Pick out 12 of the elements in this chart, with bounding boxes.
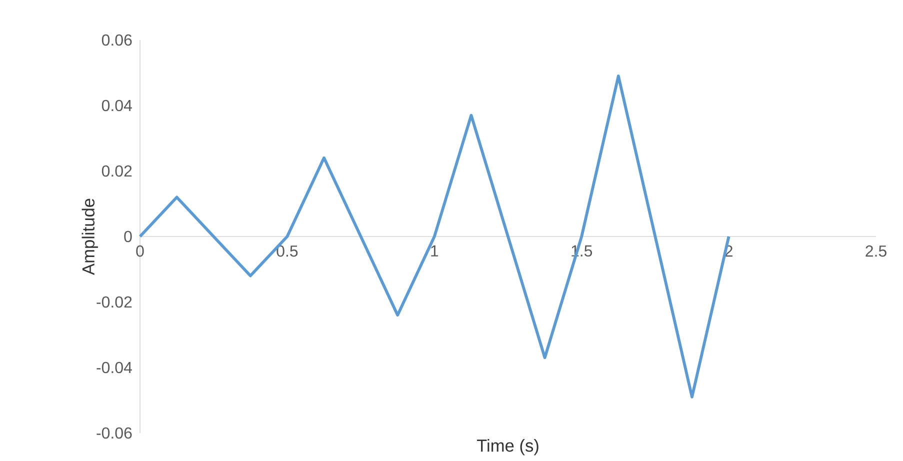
x-axis-title: Time (s) (476, 439, 538, 456)
y-tick-label: -0.06 (96, 427, 132, 439)
y-tick-label: 0 (124, 230, 132, 242)
x-tick-label: 0 (136, 245, 144, 257)
x-tick-label: 1 (431, 245, 438, 256)
y-tick-label: -0.02 (96, 296, 132, 308)
y-tick-label: -0.04 (96, 362, 132, 374)
y-tick-label: 0.02 (102, 165, 132, 177)
y-tick-label: 0.04 (102, 100, 132, 112)
y-tick-label: 0.06 (102, 34, 132, 46)
y-axis-title: Amplitude (82, 198, 98, 275)
x-tick-label: 2.5 (866, 245, 886, 257)
